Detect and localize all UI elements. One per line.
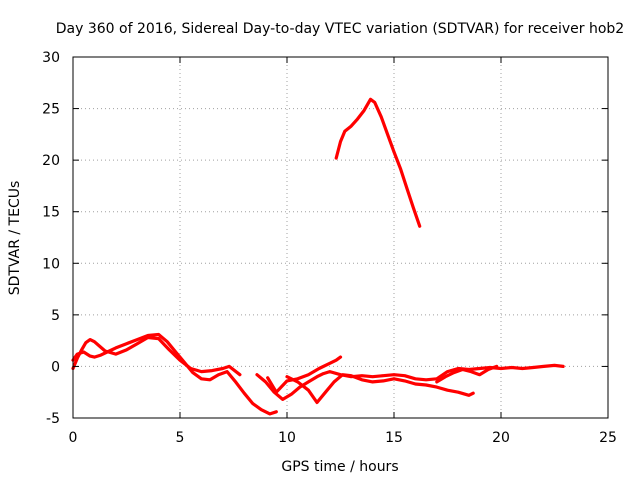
series-line-6	[435, 364, 499, 384]
series-group	[71, 97, 565, 416]
x-tick-label: 15	[385, 430, 403, 446]
x-tick-label: 5	[176, 430, 185, 446]
y-tick-label: 20	[42, 153, 60, 169]
series-line-1	[71, 332, 278, 416]
series-line-2	[71, 335, 242, 377]
x-tick-label: 25	[599, 430, 617, 446]
y-tick-label: 15	[42, 205, 60, 221]
ticks: 0 5 10 15 20 25 -5 0 5 10 15 20 25 30	[42, 50, 617, 446]
y-tick-label: 5	[51, 308, 60, 324]
plot-frame	[72, 56, 609, 419]
grid	[73, 57, 608, 418]
y-tick-label: 25	[42, 102, 60, 118]
y-tick-label: 10	[42, 256, 60, 272]
x-tick-label: 20	[492, 430, 510, 446]
y-tick-label: 30	[42, 50, 60, 66]
series-line-7	[334, 97, 422, 228]
x-tick-label: 0	[69, 430, 78, 446]
series-line-5	[266, 355, 343, 394]
y-tick-label: -5	[46, 411, 60, 427]
y-axis-label: SDTVAR / TECUs	[7, 181, 23, 296]
y-tick-label: 0	[51, 359, 60, 375]
series-line-4	[285, 373, 475, 405]
x-tick-label: 10	[278, 430, 296, 446]
x-axis-label: GPS time / hours	[281, 459, 398, 475]
chart-title: Day 360 of 2016, Sidereal Day-to-day VTE…	[56, 21, 624, 37]
